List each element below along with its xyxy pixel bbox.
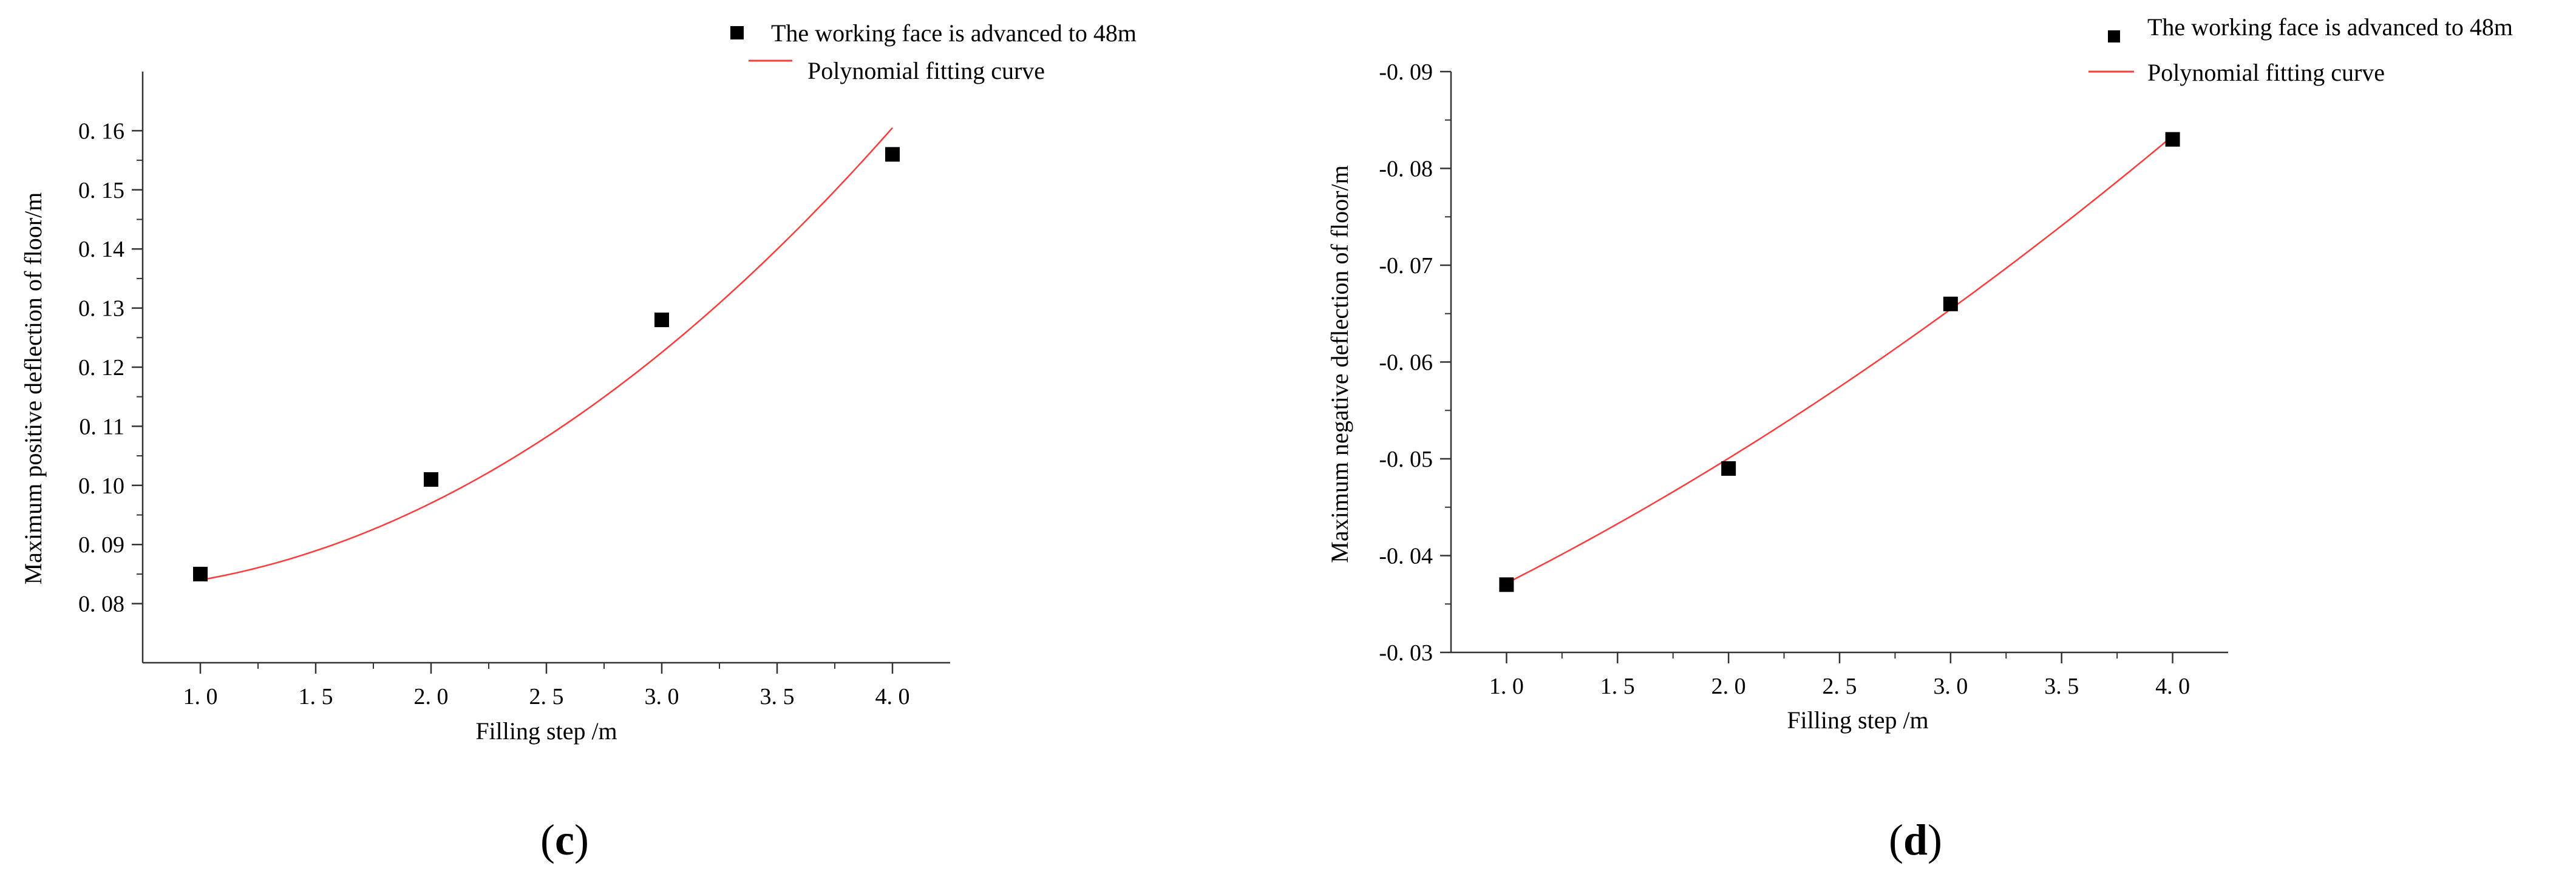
panel-d-data-points <box>1499 132 2180 592</box>
panel-c-axes <box>141 72 950 664</box>
panel-c-y-tick-label: 0. 16 <box>78 118 124 144</box>
panel-d-y-tick-label: -0. 03 <box>1379 640 1433 666</box>
panel-d-y-axis-title: Maximum negative deflection of floor/m <box>1326 165 1353 563</box>
panel-c-y-tick-label: 0. 12 <box>78 355 124 381</box>
panel-d-y-tick-label: -0. 08 <box>1379 157 1433 182</box>
panel-d-chart: 1. 0 1. 5 2. 0 2. 5 3. 0 3. 5 4. 0 -0. 03-0. 0… <box>1326 13 2513 864</box>
panel-d-x-tick-label: 1. 0 <box>1489 674 1524 699</box>
panel-c-y-axis-title: Maximum positive deflection of floor/m <box>19 192 47 585</box>
panel-d-x-tick-label: 2. 0 <box>1711 674 1746 699</box>
panel-d-y-tick-label: -0. 05 <box>1379 447 1433 472</box>
panel-d-label: (d) <box>1889 816 1942 864</box>
panel-c-fit-curve <box>200 127 893 581</box>
panel-c-legend-label-fit: Polynomial fitting curve <box>807 57 1045 84</box>
panel-d-fit-curve-group <box>1506 135 2173 584</box>
panel-d-data-point <box>1499 577 1514 592</box>
panel-d-y-tick-label: -0. 04 <box>1379 544 1433 569</box>
panel-d-data-point <box>1721 461 1736 476</box>
panel-c-x-tick-label: 3. 0 <box>645 684 679 709</box>
panel-c-chart: 1. 0 1. 5 2. 0 2. 5 3. 0 3. 5 4. 0 0. 080. 090… <box>19 19 1137 864</box>
panel-d-legend: The working face is advanced to 48m Poly… <box>2088 13 2513 86</box>
panel-c-x-ticks: 1. 0 1. 5 2. 0 2. 5 3. 0 3. 5 4. 0 <box>183 663 910 709</box>
panel-c-data-point <box>424 472 438 487</box>
panel-d-legend-marker-scatter <box>2108 30 2120 42</box>
panel-c-data-point <box>885 147 900 162</box>
panel-c-y-tick-label: 0. 08 <box>78 592 124 617</box>
panel-c-x-tick-label: 1. 0 <box>183 684 218 709</box>
panel-c-x-tick-label: 2. 0 <box>414 684 449 709</box>
panel-c-legend-marker-scatter <box>730 26 744 39</box>
panel-d-legend-label-scatter: The working face is advanced to 48m <box>2147 13 2513 41</box>
panel-d-x-tick-label: 3. 5 <box>2044 674 2079 699</box>
panel-c-y-tick-label: 0. 09 <box>78 532 124 558</box>
panel-d-y-tick-label: -0. 07 <box>1379 253 1433 279</box>
panel-d-x-ticks: 1. 0 1. 5 2. 0 2. 5 3. 0 3. 5 4. 0 <box>1489 652 2190 699</box>
panel-c-legend-label-scatter: The working face is advanced to 48m <box>771 19 1137 47</box>
panel-c-legend: The working face is advanced to 48m Poly… <box>730 19 1137 84</box>
panel-d-x-axis-title: Filling step /m <box>1787 706 1928 734</box>
panel-c-y-tick-label: 0. 11 <box>79 414 124 439</box>
panel-d-y-tick-label: -0. 06 <box>1379 350 1433 376</box>
panel-d-axes <box>1450 72 2228 654</box>
panel-d-y-tick-label: -0. 09 <box>1379 59 1433 85</box>
panel-c-y-tick-label: 0. 15 <box>78 178 124 203</box>
panel-c-x-tick-label: 3. 5 <box>760 684 795 709</box>
panel-c-y-ticks: 0. 08 0. 09 0. 10 0. 11 0. 12 0. 13 0. 14 0. 15… <box>78 118 143 617</box>
panel-d-x-tick-label: 1. 5 <box>1600 674 1635 699</box>
panel-d-fit-curve <box>1506 135 2173 584</box>
panel-c-x-tick-label: 2. 5 <box>529 684 564 709</box>
panel-d-legend-label-fit: Polynomial fitting curve <box>2147 59 2385 86</box>
panel-d-data-point <box>1943 296 1958 311</box>
panel-d-data-point <box>2165 132 2180 147</box>
panel-c-data-points <box>193 147 900 581</box>
panel-d-y-ticks: -0. 03 -0. 04 -0. 05 -0. 06 -0. 07 -0. 08 -0. … <box>1379 59 1451 666</box>
panel-c-x-tick-label: 4. 0 <box>875 684 910 709</box>
panel-d-x-tick-label: 2. 5 <box>1823 674 1857 699</box>
panel-c-fit-curve-group <box>200 127 893 581</box>
panel-c-y-tick-label: 0. 14 <box>78 237 124 262</box>
panel-d-x-tick-label: 3. 0 <box>1933 674 1968 699</box>
panel-c-data-point <box>654 313 669 328</box>
panel-c-x-tick-label: 1. 5 <box>299 684 333 709</box>
panel-c-y-tick-label: 0. 10 <box>78 473 124 499</box>
panel-c-label: (c) <box>540 816 589 864</box>
panel-c-y-tick-label: 0. 13 <box>78 296 124 322</box>
panel-c-x-axis-title: Filling step /m <box>475 717 617 745</box>
panel-d-x-tick-label: 4. 0 <box>2155 674 2190 699</box>
panel-c-data-point <box>193 566 208 581</box>
